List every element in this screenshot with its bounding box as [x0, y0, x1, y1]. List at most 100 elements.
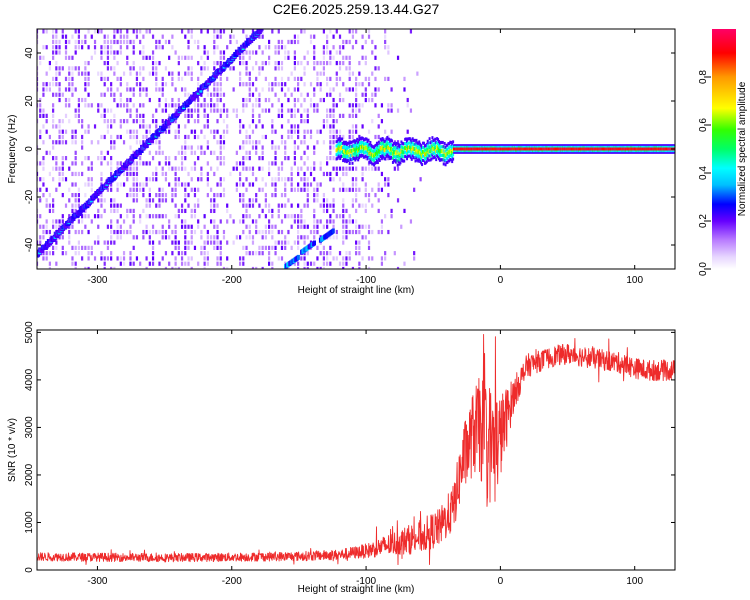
noise-cell [45, 224, 48, 229]
noise-cell [322, 45, 325, 50]
noise-cell [361, 124, 364, 129]
noise-cell [74, 161, 77, 166]
zero-line-cell [411, 150, 414, 154]
noise-cell [329, 134, 332, 140]
noise-cell [290, 203, 293, 208]
noise-cell [364, 97, 367, 103]
noise-cell [45, 198, 48, 203]
noise-cell [248, 134, 251, 140]
noise-cell [110, 82, 113, 87]
noise-cell [39, 177, 42, 182]
noise-cell [280, 103, 284, 108]
noise-cell [264, 76, 267, 82]
noise-cell [116, 224, 119, 229]
noise-cell [55, 166, 58, 171]
noise-cell [258, 71, 261, 76]
zero-line-edge [444, 163, 447, 167]
noise-cell [309, 134, 313, 140]
noise-cell [309, 129, 313, 134]
noise-cell [126, 192, 129, 198]
noise-cell [180, 208, 184, 214]
noise-cell [267, 45, 271, 50]
noise-cell [197, 224, 200, 229]
noise-cell [48, 150, 51, 155]
noise-cell [100, 103, 103, 108]
noise-cell [351, 45, 355, 50]
zero-line-edge [434, 137, 437, 141]
noise-cell [342, 171, 345, 177]
noise-cell [293, 76, 296, 82]
noise-cell [200, 71, 203, 76]
noise-cell [309, 229, 313, 235]
noise-cell [132, 171, 135, 177]
noise-cell [245, 60, 248, 66]
noise-cell [255, 229, 258, 235]
noise-cell [71, 208, 74, 214]
noise-cell [355, 219, 358, 224]
noise-cell [335, 103, 338, 108]
noise-cell [155, 229, 158, 235]
zero-line-edge [425, 160, 428, 164]
noise-cell [42, 192, 45, 198]
noise-cell [177, 129, 180, 134]
noise-cell [55, 219, 58, 224]
noise-cell [287, 87, 290, 92]
noise-cell [267, 208, 271, 214]
noise-cell [71, 256, 74, 261]
noise-cell [122, 261, 126, 266]
noise-cell [129, 66, 132, 71]
noise-cell [177, 251, 180, 256]
noise-cell [348, 251, 351, 256]
noise-cell [326, 113, 329, 118]
zero-line-edge [421, 163, 424, 167]
zero-line-edge [405, 137, 408, 141]
noise-cell [229, 66, 232, 71]
noise-cell [355, 192, 358, 198]
noise-cell [151, 50, 155, 55]
noise-cell [177, 214, 180, 219]
noise-cell [377, 208, 380, 214]
noise-cell [306, 251, 309, 256]
noise-cell [77, 203, 81, 208]
noise-cell [303, 177, 306, 182]
noise-cell [306, 261, 309, 266]
noise-cell [110, 224, 113, 229]
noise-cell [174, 171, 177, 177]
noise-cell [187, 182, 190, 187]
noise-cell [139, 219, 142, 224]
colorbar: 0.00.20.40.60.8 Normalized spectral ampl… [698, 29, 748, 276]
noise-cell [52, 208, 55, 214]
noise-cell [81, 171, 84, 177]
noise-cell [306, 92, 309, 97]
noise-cell [68, 214, 71, 219]
noise-cell [297, 235, 300, 240]
noise-cell [61, 192, 64, 198]
noise-cell [213, 108, 216, 113]
zero-line-edge [438, 157, 441, 161]
noise-cell [216, 166, 219, 171]
noise-cell [142, 45, 145, 50]
noise-cell [358, 229, 361, 235]
noise-cell [374, 45, 377, 50]
noise-cell [155, 177, 158, 182]
noise-cell [255, 150, 258, 155]
noise-cell [322, 266, 325, 269]
noise-cell [348, 214, 351, 219]
noise-cell [184, 229, 187, 235]
noise-cell [87, 71, 90, 76]
noise-cell [358, 203, 361, 208]
noise-cell [77, 45, 81, 50]
noise-cell [187, 203, 190, 208]
noise-cell [110, 45, 113, 50]
noise-cell [42, 140, 45, 145]
noise-cell [103, 266, 106, 269]
noise-cell [168, 156, 171, 161]
noise-cell [297, 97, 300, 103]
noise-cell [145, 29, 148, 34]
noise-cell [245, 245, 248, 250]
noise-cell [193, 208, 197, 214]
noise-cell [300, 224, 303, 229]
noise-cell [190, 108, 193, 113]
noise-cell [322, 29, 325, 34]
